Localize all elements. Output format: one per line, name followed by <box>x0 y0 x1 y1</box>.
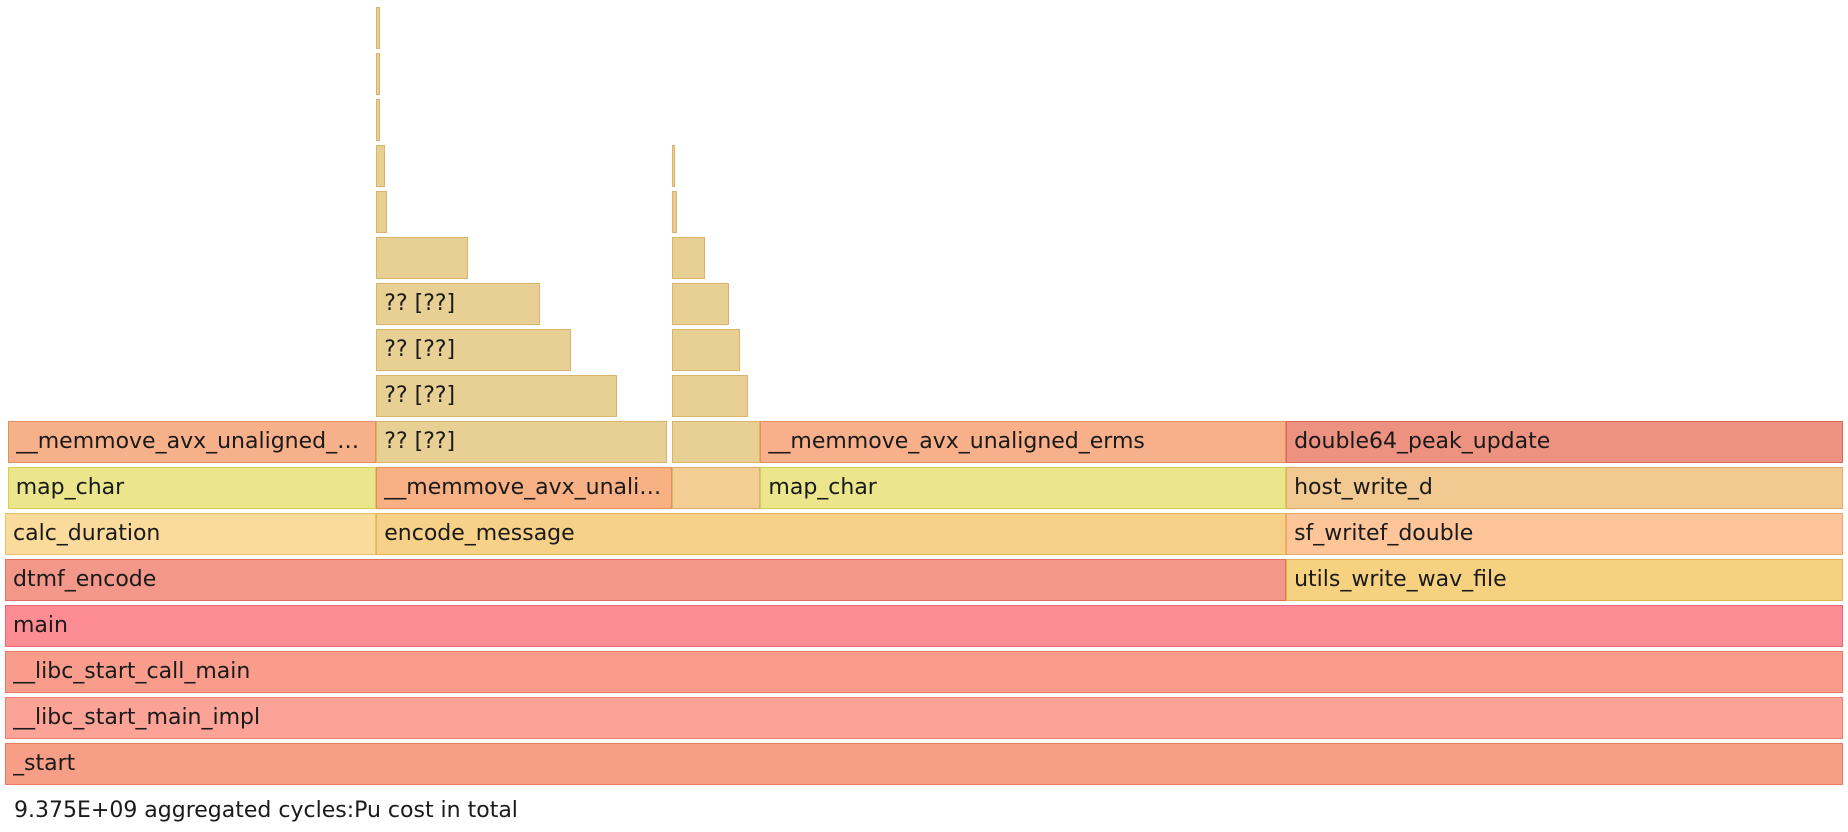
flame-frame-unlabeled[interactable] <box>672 237 706 279</box>
flame-frame-libc-start-call-main[interactable]: __libc_start_call_main <box>5 651 1843 693</box>
flame-frame-label: main <box>13 613 68 638</box>
flame-frame-double64-peak-update[interactable]: double64_peak_update <box>1286 421 1843 463</box>
total-cost-label: 9.375E+09 aggregated cycles:Pu cost in t… <box>14 798 518 823</box>
flame-frame-unlabeled[interactable] <box>376 53 380 95</box>
flame-frame-label: ?? [??] <box>384 337 456 362</box>
flame-frame-unlabeled[interactable] <box>376 7 380 49</box>
flame-frame-memmove-avx-unaligned-erms[interactable]: __memmove_avx_unali… <box>376 467 673 509</box>
flame-frame-label: host_write_d <box>1294 475 1433 500</box>
flame-frame-label: encode_message <box>384 521 575 546</box>
flame-frame-[interactable]: ?? [??] <box>376 283 540 325</box>
flame-frame-start[interactable]: _start <box>5 743 1843 785</box>
flame-frame-label: double64_peak_update <box>1294 429 1551 454</box>
flame-frame-unlabeled[interactable] <box>376 191 388 233</box>
flame-frame-unlabeled[interactable] <box>672 421 761 463</box>
flame-frame-unlabeled[interactable] <box>672 191 677 233</box>
flame-frame-unlabeled[interactable] <box>376 237 469 279</box>
flame-frame-label: calc_duration <box>13 521 161 546</box>
flame-frame-label: ?? [??] <box>384 383 456 408</box>
flame-frame-map-char[interactable]: map_char <box>760 467 1287 509</box>
flame-frame-dtmf-encode[interactable]: dtmf_encode <box>5 559 1287 601</box>
flame-frame-encode-message[interactable]: encode_message <box>376 513 1287 555</box>
flame-frame-memmove-avx-unaligned-erms[interactable]: __memmove_avx_unaligned_… <box>7 421 377 463</box>
flame-frame-unlabeled[interactable] <box>672 375 748 417</box>
flame-frame-unlabeled[interactable] <box>672 467 761 509</box>
flame-frame-label: __memmove_avx_unali… <box>384 475 662 500</box>
flame-frame-label: __memmove_avx_unaligned_erms <box>768 429 1145 454</box>
flame-frame-[interactable]: ?? [??] <box>376 329 572 371</box>
flame-frame-sf-writef-double[interactable]: sf_writef_double <box>1286 513 1843 555</box>
flame-frame-memmove-avx-unaligned-erms[interactable]: __memmove_avx_unaligned_erms <box>760 421 1287 463</box>
flame-frame-[interactable]: ?? [??] <box>376 375 618 417</box>
flame-frame-label: ?? [??] <box>384 429 456 454</box>
flame-frame-unlabeled[interactable] <box>376 145 385 187</box>
flame-frame-unlabeled[interactable] <box>672 145 676 187</box>
flame-frame-label: __libc_start_call_main <box>13 659 251 684</box>
flame-frame-label: _start <box>13 751 76 776</box>
flame-frame-unlabeled[interactable] <box>672 283 730 325</box>
flame-frame-utils-write-wav-file[interactable]: utils_write_wav_file <box>1286 559 1843 601</box>
flame-frame-unlabeled[interactable] <box>672 329 741 371</box>
flame-frame-label: __memmove_avx_unaligned_… <box>15 429 360 454</box>
flame-frame-label: dtmf_encode <box>13 567 157 592</box>
flame-frame-libc-start-main-impl[interactable]: __libc_start_main_impl <box>5 697 1843 739</box>
flame-frame-label: ?? [??] <box>384 291 456 316</box>
flame-frame-main[interactable]: main <box>5 605 1843 647</box>
flame-frame-map-char[interactable]: map_char <box>7 467 377 509</box>
flame-frame-label: sf_writef_double <box>1294 521 1474 546</box>
flame-frame-host-write-d[interactable]: host_write_d <box>1286 467 1843 509</box>
flame-frame-[interactable]: ?? [??] <box>376 421 667 463</box>
flame-frame-label: __libc_start_main_impl <box>13 705 261 730</box>
flame-frame-label: utils_write_wav_file <box>1294 567 1507 592</box>
flame-frame-unlabeled[interactable] <box>376 99 380 141</box>
flame-frame-calc-duration[interactable]: calc_duration <box>5 513 377 555</box>
flame-frame-label: map_char <box>768 475 877 500</box>
flame-frame-label: map_char <box>15 475 125 500</box>
